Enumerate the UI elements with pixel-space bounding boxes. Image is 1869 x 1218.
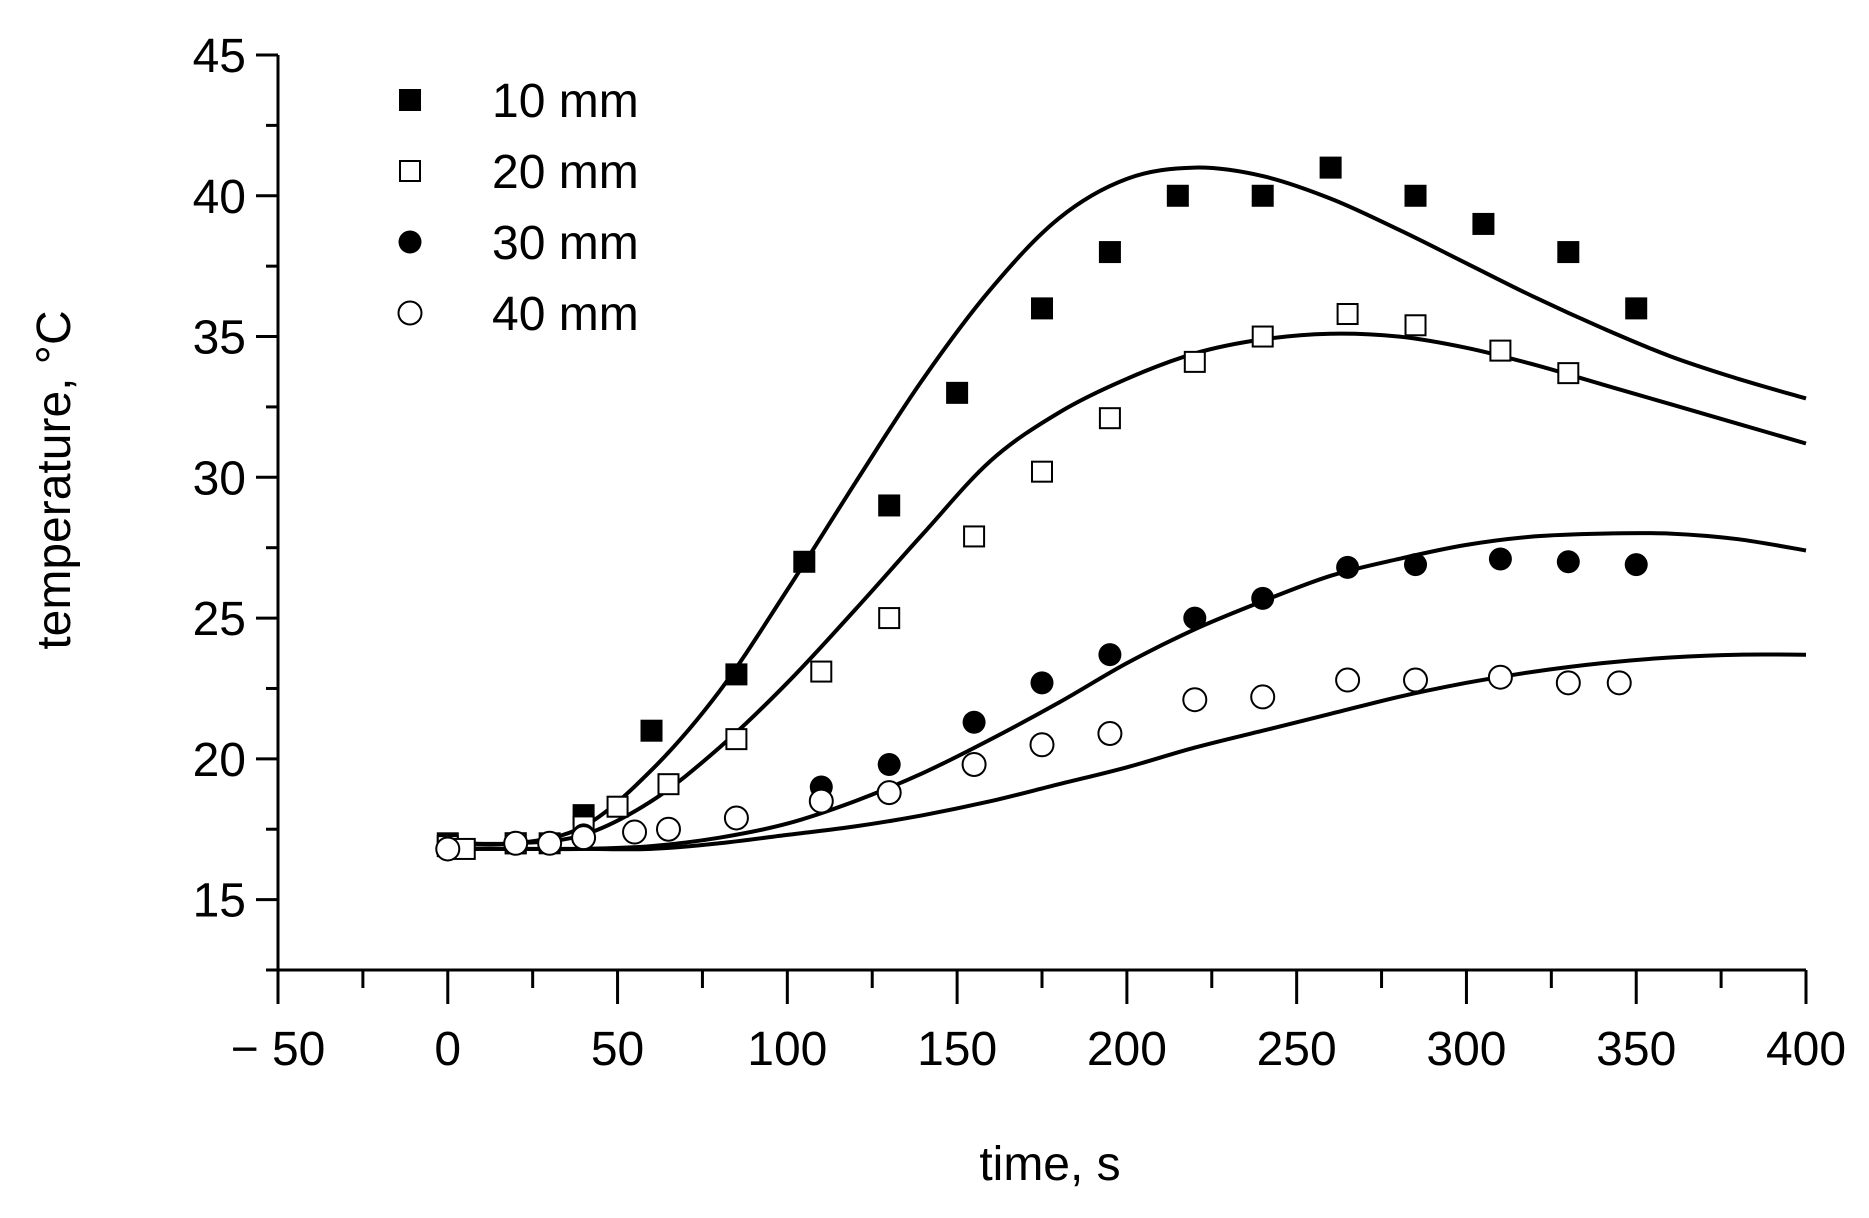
x-tick-label: 300 — [1426, 1023, 1506, 1076]
legend-label-20-mm: 20 mm — [492, 146, 639, 199]
data-point-10-mm — [1404, 184, 1427, 207]
data-point-10-mm — [1319, 156, 1342, 179]
data-point-20-mm — [1251, 325, 1274, 348]
data-point-30-mm — [877, 752, 901, 776]
data-point-20-mm — [810, 660, 833, 683]
data-point-10-mm — [1251, 184, 1274, 207]
data-point-10-mm — [793, 550, 816, 573]
legend-marker-40-mm — [397, 300, 423, 326]
y-axis-title: temperature, °C — [28, 310, 81, 649]
data-point-20-mm — [1183, 350, 1206, 373]
data-point-40-mm — [876, 780, 902, 806]
data-point-40-mm — [537, 830, 563, 856]
x-axis-title: time, s — [979, 1138, 1120, 1191]
data-point-40-mm — [723, 805, 749, 831]
data-point-40-mm — [1555, 670, 1581, 696]
data-point-40-mm — [1250, 684, 1276, 710]
data-point-10-mm — [1098, 241, 1121, 264]
y-tick-label: 15 — [193, 875, 246, 928]
x-tick-label: 200 — [1087, 1023, 1167, 1076]
data-point-30-mm — [1098, 643, 1122, 667]
data-point-30-mm — [1336, 555, 1360, 579]
model-curves — [447, 165, 1807, 852]
legend-marker-30-mm — [398, 230, 422, 254]
data-point-10-mm — [878, 494, 901, 517]
model-curve-10-mm — [447, 165, 1807, 847]
data-point-20-mm — [657, 773, 680, 796]
x-tick-label: 350 — [1596, 1023, 1676, 1076]
legend: 10 mm 20 mm 30 mm 40 mm — [397, 75, 639, 341]
data-point-30-mm — [1624, 553, 1648, 577]
y-tick-label: 40 — [193, 171, 246, 224]
x-tick-label: 150 — [917, 1023, 997, 1076]
data-point-30-mm — [1030, 671, 1054, 695]
data-point-10-mm — [1557, 241, 1580, 264]
data-point-30-mm — [1488, 547, 1512, 571]
x-tick-label: 0 — [434, 1023, 461, 1076]
data-point-20-mm — [1098, 407, 1121, 430]
data-point-20-mm — [606, 795, 629, 818]
data-point-30-mm — [1183, 606, 1207, 630]
data-point-40-mm — [622, 819, 648, 845]
data-point-40-mm — [1335, 667, 1361, 693]
x-tick-label: 400 — [1766, 1023, 1846, 1076]
data-point-40-mm — [435, 836, 461, 862]
data-point-20-mm — [1404, 314, 1427, 337]
data-point-40-mm — [961, 751, 987, 777]
data-point-40-mm — [1182, 687, 1208, 713]
data-point-30-mm — [962, 710, 986, 734]
data-point-40-mm — [1029, 732, 1055, 758]
data-point-10-mm — [640, 719, 663, 742]
data-point-30-mm — [1251, 586, 1275, 610]
y-tick-label: 25 — [193, 593, 246, 646]
legend-marker-10-mm — [399, 89, 421, 111]
data-point-40-mm — [1487, 664, 1513, 690]
data-point-20-mm — [1557, 362, 1580, 385]
data-point-20-mm — [878, 607, 901, 630]
y-tick-label: 30 — [193, 452, 246, 505]
data-point-20-mm — [1336, 303, 1359, 326]
series-20-mm — [436, 303, 1580, 860]
data-point-40-mm — [808, 788, 834, 814]
data-point-10-mm — [1472, 212, 1495, 235]
data-point-10-mm — [1166, 184, 1189, 207]
ticks — [256, 53, 1808, 1004]
model-curve-30-mm — [447, 531, 1807, 852]
x-tick-label: 250 — [1257, 1023, 1337, 1076]
data-point-20-mm — [963, 525, 986, 548]
data-point-40-mm — [503, 830, 529, 856]
data-point-10-mm — [946, 381, 969, 404]
legend-label-40-mm: 40 mm — [492, 288, 639, 341]
data-point-40-mm — [571, 825, 597, 851]
series-40-mm — [435, 664, 1632, 862]
legend-label-30-mm: 30 mm — [492, 217, 639, 270]
data-point-10-mm — [1625, 297, 1648, 320]
data-point-30-mm — [1556, 550, 1580, 574]
data-point-40-mm — [1403, 667, 1429, 693]
x-tick-label: 50 — [591, 1023, 644, 1076]
x-tick-label: 100 — [747, 1023, 827, 1076]
data-point-40-mm — [1606, 670, 1632, 696]
y-tick-label: 35 — [193, 312, 246, 365]
data-points — [435, 156, 1648, 862]
data-point-20-mm — [1031, 460, 1053, 483]
model-curve-40-mm — [447, 652, 1807, 852]
tick-labels: 15 20 25 30 35 40 45 − 50 0 50 100 150 200 250 300 350 4… — [193, 30, 1846, 1076]
data-point-20-mm — [725, 728, 748, 751]
data-point-20-mm — [1489, 339, 1512, 362]
y-tick-label: 20 — [193, 734, 246, 787]
data-point-10-mm — [725, 663, 748, 686]
x-tick-label: − 50 — [231, 1023, 326, 1076]
y-tick-label: 45 — [193, 30, 246, 83]
data-point-10-mm — [1031, 297, 1053, 320]
data-point-40-mm — [655, 816, 681, 842]
legend-label-10-mm: 10 mm — [492, 75, 639, 128]
legend-marker-20-mm — [399, 160, 421, 182]
data-point-30-mm — [1404, 553, 1428, 577]
data-point-40-mm — [1097, 721, 1123, 747]
